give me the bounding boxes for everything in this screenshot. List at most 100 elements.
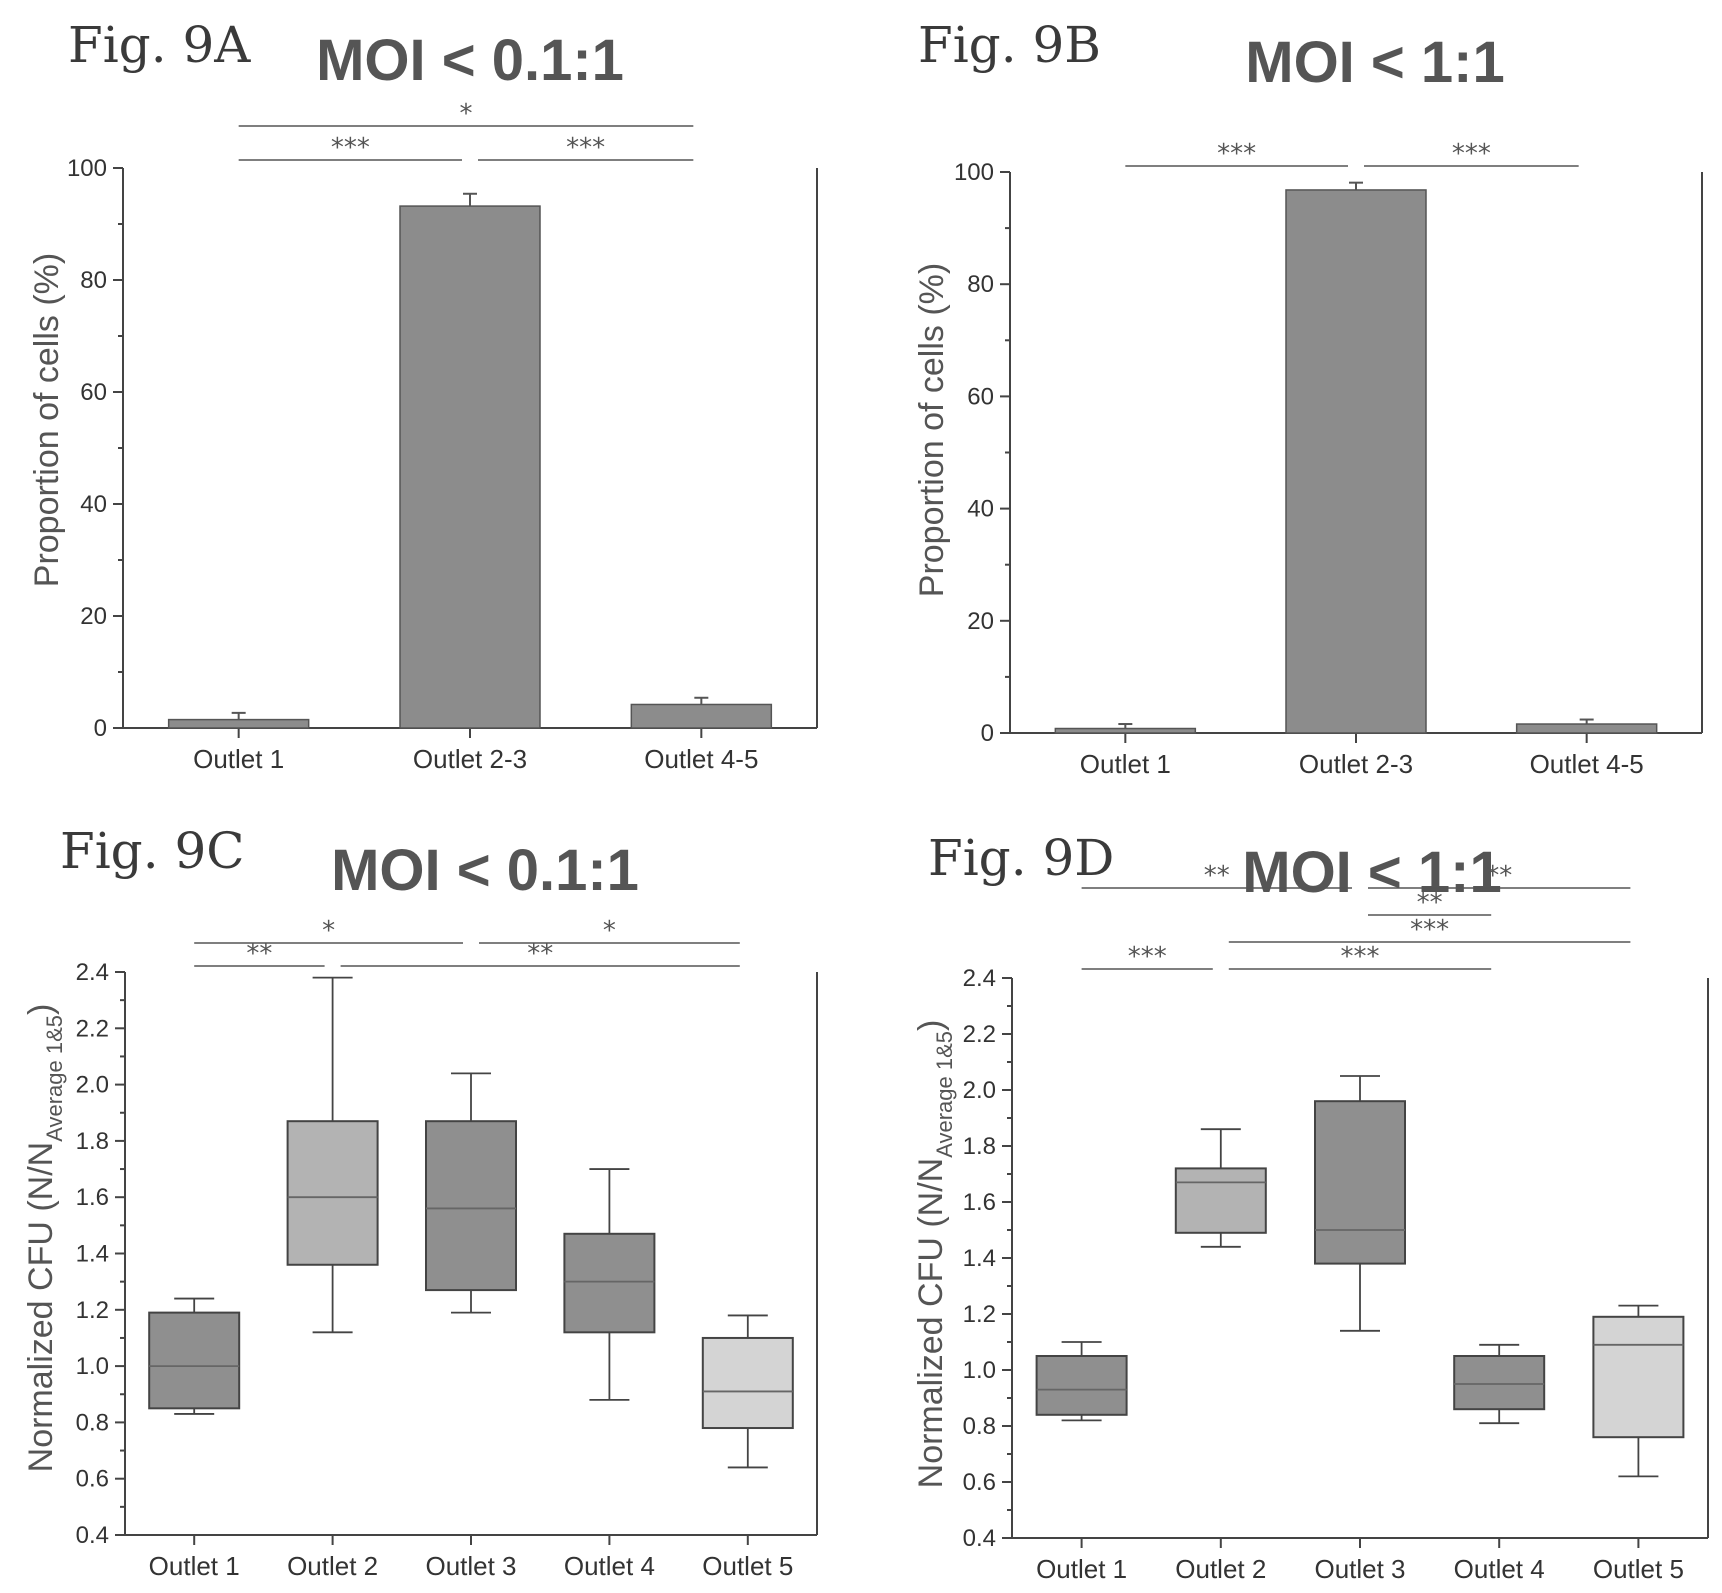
plot-area: 0 20 40 60 80 100 Outlet 1 Outlet 2-3 Outlet 4-5… [954,139,1703,779]
significance-label: *** [1217,139,1256,169]
significance-label: *** [331,133,370,163]
x-tick-label: Outlet 3 [1314,1554,1405,1584]
x-tick-label: Outlet 1 [149,1551,240,1581]
x-tick-label: Outlet 1 [1036,1554,1127,1584]
plot-area: 0.4 0.6 0.8 1.0 1.2 1.4 1.6 1.8 2.0 2.2 2.4 Outlet … [963,861,1709,1584]
significance-label: *** [566,133,605,163]
y-axis-label-main: Normalized CFU (N/N [22,1142,60,1473]
y-tick-label: 20 [967,608,994,635]
y-tick-label: 0.4 [963,1525,996,1552]
y-tick-label: 0.6 [963,1469,996,1496]
y-tick-label: 1.6 [76,1184,109,1211]
box [1314,1100,1406,1265]
y-tick-label: 1.0 [76,1353,109,1380]
x-tick-label: Outlet 5 [702,1551,793,1581]
x-tick-label: Outlet 4-5 [644,744,758,774]
figure-label: Fig. 9C [60,822,245,880]
y-axis-label: Proportion of cells (%) [913,263,951,597]
box [148,1311,241,1410]
y-tick-label: 1.6 [963,1189,996,1216]
x-tick-label: Outlet 4 [564,1551,655,1581]
significance-label: ** [1486,861,1512,891]
y-tick-label: 2.2 [76,1015,109,1042]
significance-label: ** [246,939,272,969]
chart-title: MOI < 0.1:1 [331,838,639,903]
panel-9b: Fig. 9B MOI < 1:1 Proportion of cells (%… [913,16,1703,779]
y-axis-label-subscript: Average 1&5 [932,1031,957,1158]
y-tick-label: 0 [981,720,994,747]
y-tick-label: 1.4 [76,1241,109,1268]
panel-9d: Fig. 9D MOI < 1:1 Normalized CFU (N/NAve… [912,829,1709,1584]
x-tick-label: Outlet 4-5 [1530,749,1644,779]
panel-9c: Fig. 9C MOI < 0.1:1 Normalized CFU (N/NA… [22,822,818,1581]
y-tick-label: 2.0 [76,1072,109,1099]
box [563,1232,656,1334]
y-axis-label-main: Normalized CFU (N/N [912,1158,950,1489]
significance-label: ** [1204,861,1230,891]
box [701,1336,794,1430]
x-tick-label: Outlet 2-3 [1299,749,1413,779]
bar [1054,727,1197,734]
y-tick-label: 80 [80,267,107,294]
significance-label: * [603,916,616,946]
y-tick-label: 1.2 [76,1297,109,1324]
plot-area: 0 20 40 60 80 100 Outlet 1 Outlet 2-3 Outlet 4-5… [67,99,818,774]
y-axis-label: Normalized CFU (N/NAverage 1&5) [912,1020,957,1489]
box [425,1120,517,1292]
y-tick-label: 80 [967,271,994,298]
y-axis-label-end: ) [22,1004,60,1015]
significance-label: *** [1452,139,1491,169]
x-tick-label: Outlet 2 [287,1551,378,1581]
y-axis-label-end: ) [912,1020,950,1031]
significance-label: *** [1128,942,1167,972]
y-tick-label: 0.6 [76,1466,109,1493]
y-tick-label: 1.4 [963,1245,996,1272]
y-tick-label: 0.4 [76,1522,109,1549]
y-tick-label: 60 [967,383,994,410]
bar [1515,723,1658,734]
x-tick-label: Outlet 1 [1080,749,1171,779]
panel-9a: Fig. 9A MOI < 0.1:1 Proportion of cells … [28,16,818,774]
y-tick-label: 60 [80,379,107,406]
y-tick-label: 100 [954,159,994,186]
y-tick-label: 2.2 [963,1021,996,1048]
y-tick-label: 1.8 [76,1128,109,1155]
y-tick-label: 2.0 [963,1077,996,1104]
significance-label: *** [1341,942,1380,972]
y-tick-label: 0.8 [76,1409,109,1436]
significance-label: *** [1410,915,1449,945]
x-tick-label: Outlet 1 [193,744,284,774]
y-tick-label: 2.4 [963,965,996,992]
chart-title: MOI < 1:1 [1242,840,1501,905]
box [1453,1355,1546,1411]
y-tick-label: 1.0 [963,1357,996,1384]
box [1592,1315,1685,1439]
chart-title: MOI < 0.1:1 [316,28,624,93]
y-tick-label: 1.8 [963,1133,996,1160]
box [286,1120,379,1266]
y-tick-label: 2.4 [76,959,109,986]
box [1035,1355,1128,1416]
figure-label: Fig. 9A [68,16,251,74]
y-tick-label: 0.8 [963,1413,996,1440]
significance-label: * [322,916,335,946]
y-tick-label: 20 [80,603,107,630]
x-tick-label: Outlet 2 [1175,1554,1266,1584]
y-axis-label: Normalized CFU (N/NAverage 1&5) [22,1004,67,1473]
y-tick-label: 1.2 [963,1301,996,1328]
x-tick-label: Outlet 5 [1593,1554,1684,1584]
chart-title: MOI < 1:1 [1245,30,1504,95]
box [1174,1167,1267,1234]
bar [1285,189,1427,734]
bar [399,205,541,729]
y-tick-label: 0 [94,715,107,742]
x-tick-label: Outlet 3 [425,1551,516,1581]
bar [167,718,310,729]
significance-label: ** [527,939,553,969]
x-tick-label: Outlet 4 [1454,1554,1545,1584]
y-axis-label: Proportion of cells (%) [28,253,66,587]
y-tick-label: 40 [967,496,994,523]
figure-label: Fig. 9B [918,16,1101,74]
significance-label: * [460,99,473,129]
